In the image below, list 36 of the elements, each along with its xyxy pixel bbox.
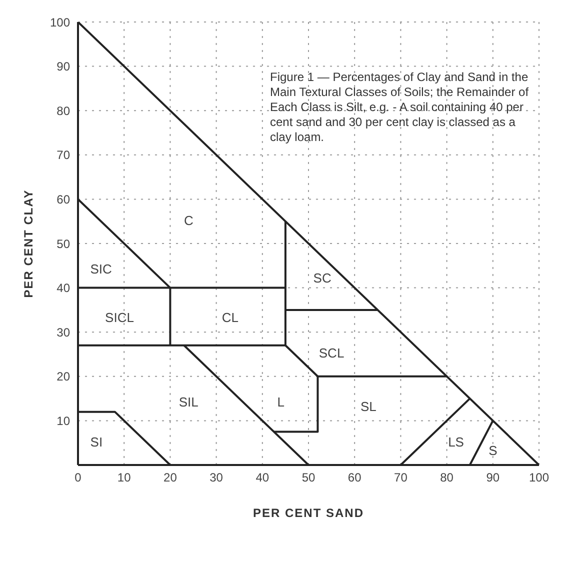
y-tick-label: 80 (56, 104, 70, 118)
x-tick-label: 0 (74, 470, 82, 485)
y-tick-label: 30 (56, 325, 70, 340)
x-tick-label: 80 (440, 470, 454, 485)
annotation: S (488, 443, 498, 458)
annotation: SICL (105, 310, 134, 326)
y-tick-label: 60 (56, 192, 70, 206)
y-tick-label: 90 (56, 60, 70, 74)
x-tick-label: 30 (210, 470, 224, 485)
annotation: CL (222, 310, 238, 326)
annotation: C (184, 212, 194, 228)
x-tick-label: 90 (486, 470, 500, 485)
x-tick-label: 60 (348, 470, 362, 485)
annotation: SIL (178, 394, 198, 410)
y-tick-label: 50 (56, 236, 70, 251)
y-tick-label: 40 (56, 281, 70, 296)
y-tick-label: 10 (56, 414, 70, 428)
y-tick-label: 100 (50, 15, 70, 30)
annotation: LS (448, 434, 464, 450)
annotation: SCL (318, 346, 344, 361)
x-tick-label: 10 (117, 470, 132, 485)
y-axis-title: PER CENT CLAY (21, 189, 36, 298)
annotation: L (277, 394, 284, 410)
annotation: SIC (90, 262, 112, 277)
y-tick-label: 20 (56, 370, 70, 384)
y-tick-label: 70 (56, 148, 70, 162)
x-tick-label: 100 (528, 470, 550, 485)
x-axis-title: PER CENT SAND (252, 506, 364, 520)
annotation: Figure 1 — Percentages of Clay and Sand in the Main Textural Classes of Soils; the Remainder of Each Class is Silt, e.g. - A soil containing 40 per cent sand and 30 per cent clay is classed as a clay loam. (270, 70, 530, 145)
x-tick-label: 40 (256, 470, 270, 485)
annotation: SL (360, 398, 376, 414)
x-tick-label: 50 (302, 470, 316, 485)
x-tick-label: 20 (164, 470, 178, 485)
annotation: SI (90, 434, 103, 450)
x-tick-label: 70 (394, 470, 408, 485)
annotation: SC (313, 270, 332, 286)
